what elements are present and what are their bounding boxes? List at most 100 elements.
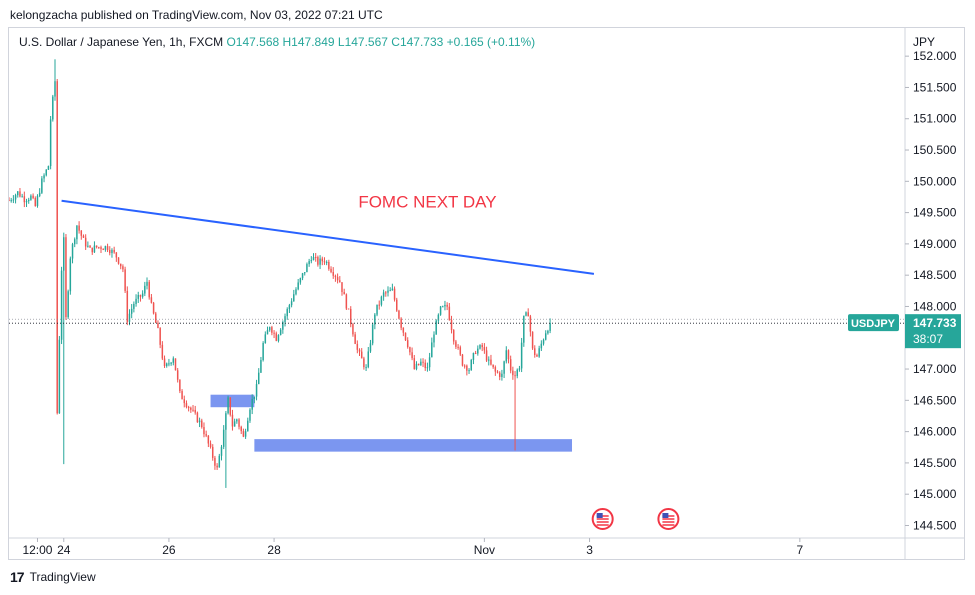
candle-body (9, 200, 10, 202)
candle-body (190, 407, 192, 410)
candle-body (356, 343, 359, 350)
candle-body (23, 196, 26, 203)
candle-body (172, 358, 175, 363)
candle-body (102, 249, 104, 251)
candle-body (126, 290, 129, 322)
candle-body (207, 435, 210, 444)
candle-body (84, 237, 87, 247)
candle-body (481, 345, 483, 348)
candle-body (113, 249, 115, 253)
candle-body (54, 81, 56, 97)
time-tick-label: 12:00 (22, 543, 52, 557)
price-tick-label: 149.000 (913, 237, 957, 251)
candle-body (218, 455, 221, 468)
candle-body (350, 308, 352, 325)
candle-body (115, 252, 118, 258)
price-tick-label: 145.000 (913, 487, 957, 501)
candle-body (422, 361, 424, 363)
candle-body (389, 290, 391, 292)
candle-body (367, 351, 370, 368)
candle-body (437, 314, 440, 321)
price-tag[interactable] (905, 314, 961, 349)
symbol-tag[interactable] (848, 314, 899, 332)
candle-body (104, 246, 107, 250)
tradingview-footer: 17 TradingView (10, 569, 96, 585)
candle-body (176, 370, 179, 380)
price-tick-label: 147.000 (913, 362, 957, 376)
trendline[interactable] (61, 199, 595, 275)
candle-body (542, 339, 545, 344)
candle-body (336, 277, 339, 281)
price-tick-label: 148.000 (913, 299, 957, 313)
ohlc-high: H147.849 (283, 35, 338, 49)
candle-body (170, 362, 172, 364)
candle-body (496, 371, 499, 373)
candle-body (365, 367, 367, 369)
flag-canton (596, 513, 603, 518)
candle-body (38, 192, 41, 196)
candle-body (466, 365, 468, 371)
candle-body (187, 406, 190, 408)
price-tick-label: 144.500 (913, 518, 957, 532)
price-chart[interactable]: 144.500 145.000 145.500 146.000 146.500 147.0… (9, 28, 964, 559)
candle-body (433, 334, 435, 343)
support-zone[interactable] (210, 394, 255, 408)
candle-body (512, 370, 514, 376)
candle-body (354, 334, 356, 344)
candle-body (76, 225, 78, 240)
candle-body (452, 330, 455, 342)
candle-body (71, 244, 74, 259)
candle-body (455, 341, 457, 347)
candle-body (538, 348, 540, 357)
candle-body (73, 239, 76, 245)
candle-body (257, 372, 260, 385)
time-tick-label: 26 (162, 543, 176, 557)
candle-body (376, 304, 378, 315)
flag-canton (662, 513, 669, 518)
candle-body (148, 281, 150, 298)
candle-body (12, 199, 15, 201)
candle-body (150, 297, 153, 303)
candle-body (339, 280, 341, 283)
price-tag-countdown: 38:07 (913, 332, 943, 346)
candle-body (288, 305, 291, 310)
candle-body (161, 344, 164, 359)
candle-body (198, 420, 201, 423)
candle-body (472, 352, 475, 360)
candle-body (91, 247, 93, 253)
candle-body (260, 360, 262, 373)
price-tick-label: 150.000 (913, 174, 957, 188)
candle-body (435, 320, 437, 335)
candle-body (439, 306, 442, 315)
candle-body (128, 313, 131, 322)
candle-body (420, 361, 422, 365)
candle-body (459, 347, 462, 355)
candle-body (347, 308, 350, 310)
candle-body (179, 379, 181, 392)
candle-body (52, 96, 54, 120)
candle-body (89, 245, 91, 248)
symbol-info-line: U.S. Dollar / Japanese Yen, 1h, FXCM O14… (19, 35, 535, 49)
candle-body (14, 195, 17, 200)
candle-body (345, 294, 348, 309)
price-tag-value: 147.733 (913, 316, 957, 330)
candle-body (520, 342, 523, 369)
candle-body (244, 431, 247, 437)
candle-body (382, 292, 385, 297)
chart-panel[interactable]: 144.500 145.000 145.500 146.000 146.500 147.0… (8, 27, 965, 560)
candle-body (490, 359, 492, 365)
candle-body (492, 364, 494, 368)
support-zone[interactable] (254, 439, 573, 452)
candle-body (144, 285, 146, 294)
candle-body (196, 412, 199, 423)
publisher-line: kelongzacha published on TradingView.com… (10, 8, 383, 22)
candle-body (220, 446, 223, 456)
candle-body (192, 409, 194, 411)
time-tick-label: 7 (797, 543, 804, 557)
candle-body (385, 292, 387, 294)
candle-body (468, 370, 470, 372)
candle-body (417, 363, 420, 365)
candle-body (374, 314, 376, 325)
candle-body (95, 245, 98, 248)
candle-body (152, 302, 155, 314)
